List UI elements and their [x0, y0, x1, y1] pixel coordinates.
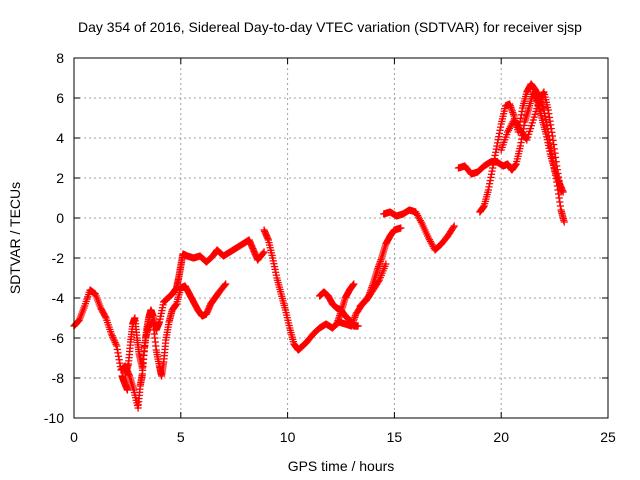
- data-point: [112, 340, 120, 348]
- tick-labels: 0 5 10 15 20 25 -10 -8 -6 -4 -2 0 2 4 6 8: [44, 50, 616, 445]
- data-points: [70, 80, 568, 412]
- data-point: [111, 338, 119, 347]
- axis-ticks: [73, 57, 609, 419]
- y-tick-label: 8: [56, 50, 64, 66]
- data-point: [108, 332, 116, 340]
- x-tick-label: 25: [600, 429, 616, 445]
- data-point: [123, 386, 131, 394]
- y-tick-label: -4: [52, 290, 65, 306]
- data-point: [397, 224, 405, 232]
- data-point: [259, 249, 267, 257]
- data-point: [449, 223, 457, 232]
- data-point: [450, 222, 458, 230]
- y-tick-label: 0: [56, 210, 64, 226]
- y-tick-label: 2: [56, 170, 64, 186]
- data-point: [74, 318, 82, 326]
- y-tick-label: 4: [56, 130, 64, 146]
- data-point: [110, 337, 119, 345]
- x-tick-label: 20: [493, 429, 509, 445]
- data-point: [110, 335, 118, 343]
- y-tick-label: -2: [52, 250, 65, 266]
- y-tick-label: -10: [44, 410, 64, 426]
- data-point: [260, 248, 268, 256]
- y-axis-label: SDTVAR / TECUs: [7, 182, 23, 294]
- data-point: [350, 280, 358, 288]
- data-point: [382, 260, 390, 268]
- data-point: [417, 218, 425, 226]
- y-tick-label: -6: [52, 330, 65, 346]
- data-point: [374, 277, 383, 286]
- x-tick-label: 15: [387, 429, 403, 445]
- x-tick-label: 10: [280, 429, 296, 445]
- data-point: [109, 333, 117, 342]
- x-tick-label: 0: [70, 429, 78, 445]
- x-axis-label: GPS time / hours: [288, 458, 395, 474]
- x-tick-label: 5: [177, 429, 185, 445]
- chart-title: Day 354 of 2016, Sidereal Day-to-day VTE…: [78, 19, 582, 35]
- data-point: [221, 281, 229, 289]
- data-point: [101, 312, 109, 321]
- y-tick-label: 6: [56, 90, 64, 106]
- data-point: [222, 280, 230, 288]
- y-tick-label: -8: [52, 370, 65, 386]
- plot-frame: [73, 57, 609, 419]
- data-point: [354, 322, 362, 330]
- data-point: [557, 188, 565, 196]
- data-point: [107, 330, 115, 338]
- data-point: [560, 218, 568, 226]
- grid-lines: [74, 58, 608, 418]
